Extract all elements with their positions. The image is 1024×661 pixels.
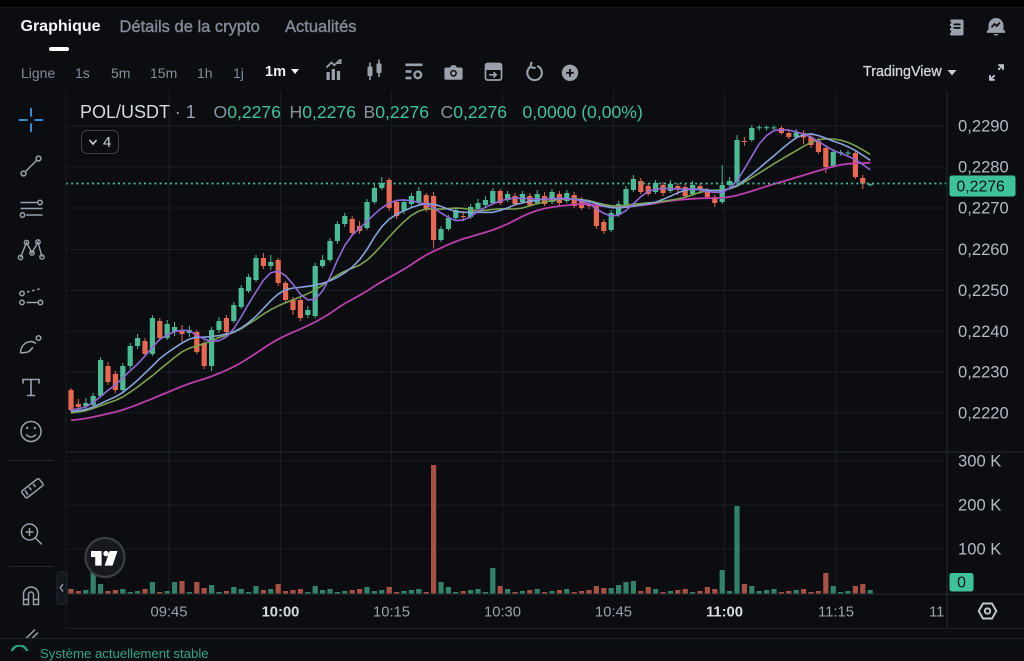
svg-text:0,2290: 0,2290: [958, 117, 1009, 136]
svg-text:0,2276: 0,2276: [957, 178, 1006, 195]
svg-text:200 K: 200 K: [958, 496, 1001, 515]
svg-text:10:45: 10:45: [595, 605, 632, 621]
svg-text:0,2230: 0,2230: [958, 363, 1009, 382]
svg-text:0,2240: 0,2240: [958, 322, 1009, 341]
svg-text:0,2260: 0,2260: [958, 240, 1009, 259]
svg-text:10:00: 10:00: [262, 605, 300, 621]
svg-text:100 K: 100 K: [958, 540, 1001, 559]
svg-text:09:45: 09:45: [150, 605, 187, 621]
svg-text:0,2250: 0,2250: [958, 281, 1009, 300]
svg-text:10:30: 10:30: [484, 605, 521, 621]
svg-text:0,2270: 0,2270: [958, 199, 1009, 218]
svg-text:0,2280: 0,2280: [958, 158, 1009, 177]
svg-text:0,2220: 0,2220: [958, 404, 1009, 423]
svg-text:300 K: 300 K: [958, 452, 1001, 471]
svg-text:11:15: 11:15: [818, 605, 854, 621]
svg-text:11:00: 11:00: [706, 605, 743, 621]
svg-text:0: 0: [957, 574, 966, 591]
svg-text:10:15: 10:15: [373, 605, 410, 621]
svg-text:11:30: 11:30: [929, 605, 965, 621]
